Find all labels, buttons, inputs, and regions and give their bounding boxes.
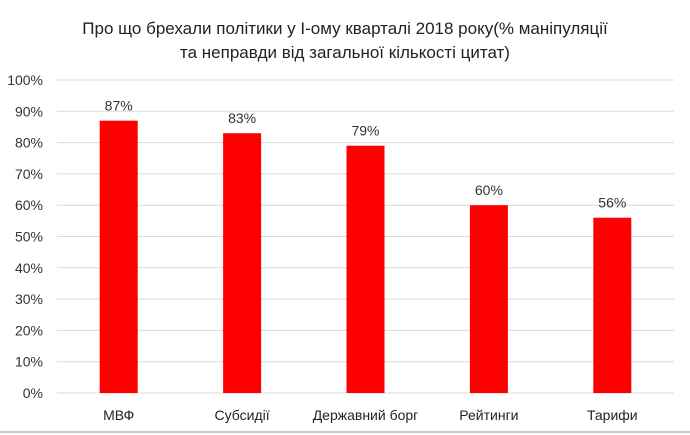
x-category-label: МВФ bbox=[103, 407, 134, 423]
y-tick-label: 0% bbox=[23, 385, 43, 401]
y-tick-label: 80% bbox=[15, 135, 43, 151]
data-label: 60% bbox=[475, 182, 503, 198]
y-tick-label: 50% bbox=[15, 229, 43, 245]
y-tick-label: 70% bbox=[15, 166, 43, 182]
y-tick-label: 30% bbox=[15, 291, 43, 307]
y-tick-label: 40% bbox=[15, 260, 43, 276]
bar bbox=[593, 217, 632, 393]
x-category-label: Субсидії bbox=[215, 407, 270, 423]
y-tick-label: 90% bbox=[15, 103, 43, 119]
bar bbox=[223, 133, 262, 393]
bar bbox=[346, 145, 385, 393]
x-category-label: Тарифи bbox=[587, 407, 638, 423]
data-label: 83% bbox=[228, 110, 256, 126]
y-tick-label: 10% bbox=[15, 354, 43, 370]
y-tick-label: 100% bbox=[7, 72, 43, 88]
data-label: 79% bbox=[351, 123, 379, 139]
chart-title-line-1: Про що брехали політики у І-ому кварталі… bbox=[82, 19, 608, 38]
bar bbox=[469, 205, 508, 393]
chart-title: Про що брехали політики у І-ому кварталі… bbox=[0, 17, 690, 65]
data-label: 87% bbox=[105, 98, 133, 114]
chart-title-line-2: та неправди від загальної кількості цита… bbox=[180, 43, 510, 62]
x-category-label: Рейтинги bbox=[459, 407, 518, 423]
y-tick-label: 60% bbox=[15, 197, 43, 213]
bar bbox=[99, 120, 138, 393]
data-label: 56% bbox=[598, 195, 626, 211]
x-category-label: Державний борг bbox=[313, 407, 419, 423]
y-tick-label: 20% bbox=[15, 322, 43, 338]
